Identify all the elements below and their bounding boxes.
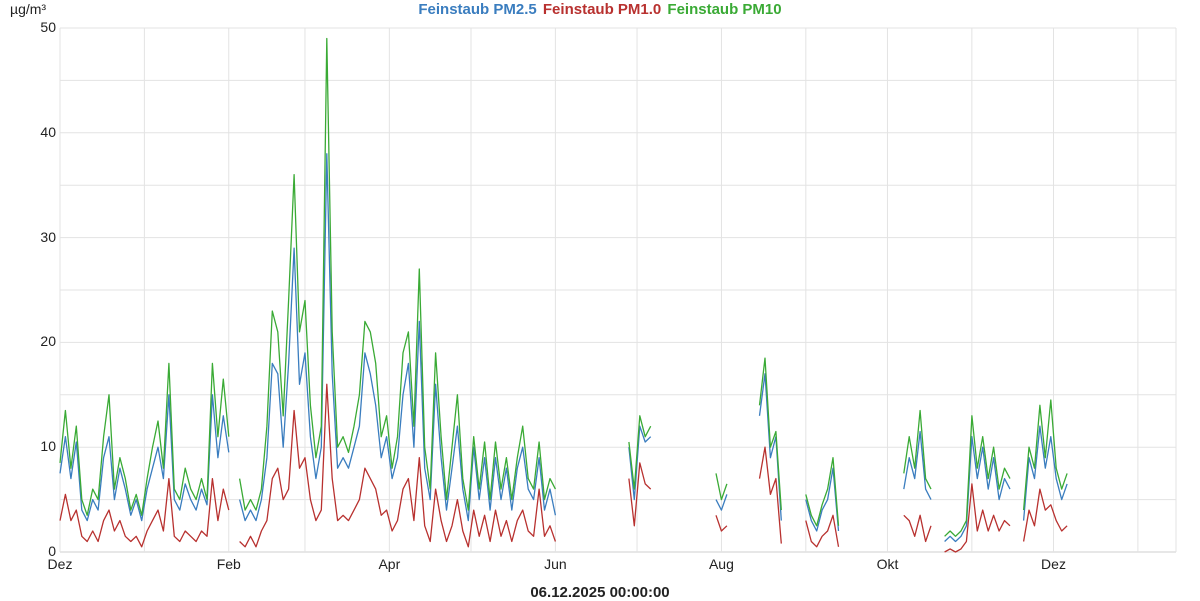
series-line-segment [944, 483, 1011, 553]
series-line-segment [805, 467, 840, 532]
x-tick-label: Jun [544, 556, 567, 572]
y-tick-label: 20 [40, 333, 56, 350]
series-line-segment [715, 515, 728, 532]
legend-item-pm10[interactable]: Feinstaub PM10 [667, 1, 782, 18]
series-line-segment [758, 446, 782, 544]
x-tick-label: Dez [1041, 556, 1066, 572]
series-line-segment [944, 436, 1011, 543]
series-line-segment [628, 415, 652, 490]
series-line-segment [1022, 425, 1068, 521]
y-tick-label: 10 [40, 438, 56, 455]
series-2 [59, 37, 1068, 537]
x-tick-label: Aug [708, 556, 734, 572]
series-line-segment [1022, 399, 1068, 511]
series-line-segment [628, 462, 652, 527]
series-line-segment [805, 514, 840, 548]
legend: Feinstaub PM2.5 Feinstaub PM1.0 Feinstau… [0, 1, 1200, 18]
series-0 [59, 153, 1068, 543]
y-tick-label: 30 [40, 228, 56, 245]
series-line-segment [715, 494, 728, 511]
y-tick-label: 40 [40, 123, 56, 140]
x-tick-label: Dez [47, 556, 73, 572]
y-tick-label: 50 [40, 19, 56, 35]
series-line-segment [59, 477, 230, 548]
x-tick-label: Apr [378, 556, 401, 572]
timestamp-footer: 06.12.2025 00:00:00 [530, 584, 670, 601]
series-line-segment [903, 514, 932, 543]
legend-item-pm10-red[interactable]: Feinstaub PM1.0 [542, 1, 662, 18]
series-line-segment [715, 473, 728, 501]
series-1 [59, 383, 1068, 553]
y-tick-label: 0 [48, 543, 56, 559]
series-line-segment [239, 383, 557, 548]
x-tick-label: Okt [876, 556, 899, 572]
series-lines [59, 37, 1068, 553]
series-line-segment [805, 457, 840, 527]
y-axis-unit: µg/m³ [10, 1, 47, 17]
legend-item-pm25[interactable]: Feinstaub PM2.5 [418, 1, 537, 18]
series-line-segment [903, 409, 932, 490]
series-line-segment [59, 394, 230, 522]
grid [59, 27, 1177, 553]
series-line-segment [1022, 488, 1068, 542]
series-line-segment [758, 357, 782, 511]
series-line-segment [944, 415, 1011, 537]
x-tick-label: Feb [216, 556, 241, 572]
series-line-segment [238, 37, 556, 511]
series-line-segment [628, 425, 652, 501]
series-line-segment [903, 430, 932, 500]
series-line-segment [238, 153, 557, 522]
series-line-segment [59, 362, 230, 516]
